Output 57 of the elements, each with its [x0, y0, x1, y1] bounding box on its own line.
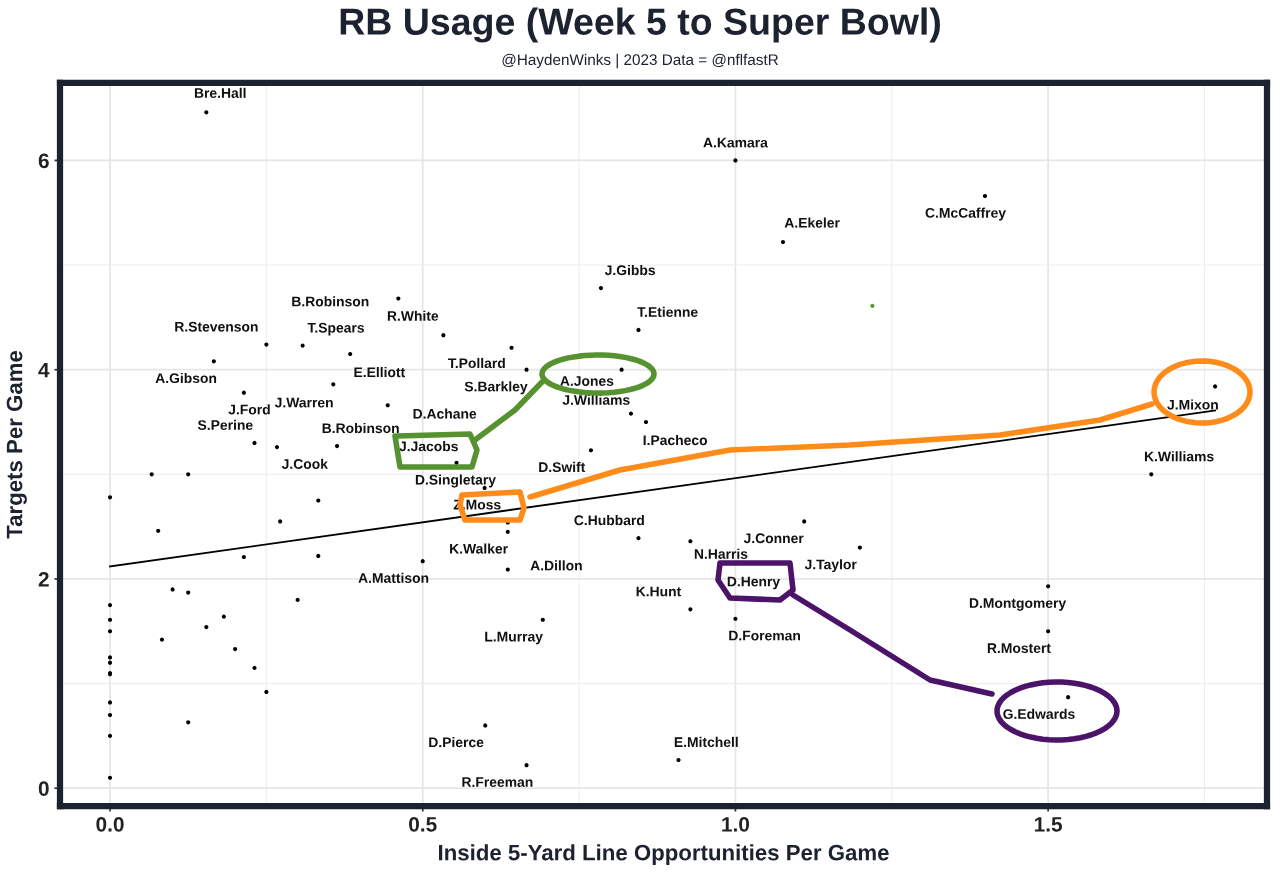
x-tick-label: 1.0: [722, 816, 750, 832]
annotation: S.Perine: [197, 419, 253, 430]
annotation: T.Spears: [307, 322, 364, 336]
x-tick-label: 0.0: [96, 816, 124, 832]
y-tick-label: 2: [38, 571, 49, 587]
annotation: J.Conner: [743, 533, 804, 544]
chart-title: RB Usage (Week 5 to Super Bowl): [340, 7, 940, 43]
annotation: T.Etienne: [637, 306, 698, 317]
y-tick-label: 6: [38, 153, 49, 169]
annotation: R.Mostert: [987, 643, 1051, 654]
x-tick-label: 0.5: [409, 816, 437, 832]
annotation: K.Walker: [450, 543, 508, 554]
annotation: J.Mixon: [1167, 399, 1218, 410]
annotation: K.Hunt: [636, 586, 682, 597]
y-tick-label: 4: [38, 362, 50, 378]
annotation: R.Stevenson: [175, 321, 258, 332]
annotation: R.Freeman: [462, 777, 533, 787]
annotation: D.Foreman: [729, 630, 800, 641]
annotation: A.Ekeler: [784, 217, 840, 228]
annotation: J.Jacobs: [399, 441, 458, 452]
annotation: A.Jones: [560, 376, 614, 386]
annotation: T.Pollard: [448, 357, 505, 369]
annotation: D.Henry: [727, 576, 781, 590]
annotation: J.Taylor: [804, 559, 857, 573]
annotation: D.Pierce: [429, 737, 484, 748]
annotation: A.Gibson: [155, 372, 217, 384]
annotation: A.Mattison: [358, 572, 429, 583]
chart-subtitle: @HaydenWinks | 2023 Data = @nflfastR: [502, 53, 779, 69]
annotation: G.Edwards: [1003, 708, 1075, 719]
annotation: C.Hubbard: [574, 515, 644, 526]
annotation: A.Dillon: [530, 560, 582, 571]
annotation: J.Warren: [274, 397, 333, 408]
annotation: J.Williams: [562, 394, 630, 405]
annotation: S.Barkley: [464, 381, 528, 395]
annotation: J.Gibbs: [604, 264, 656, 276]
annotation: D.Swift: [539, 461, 586, 473]
annotation: A.Kamara: [703, 137, 768, 148]
annotation: D.Singletary: [415, 474, 496, 488]
annotation: R.White: [387, 310, 439, 321]
x-tick-label: 1.5: [1034, 817, 1063, 832]
annotation: K.Williams: [1144, 451, 1214, 462]
annotation: D.Achane: [413, 408, 477, 419]
annotation: L.Murray: [485, 631, 543, 645]
x-axis-title: Inside 5-Yard Line Opportunities Per Game: [439, 844, 889, 865]
annotation: B.Robinson: [292, 296, 369, 307]
annotation: J.Ford: [228, 404, 270, 415]
annotation: D.Montgomery: [969, 598, 1067, 611]
annotation: I.Pacheco: [643, 434, 708, 446]
y-tick-label: 0: [38, 781, 49, 796]
annotation: J.Cook: [281, 458, 328, 469]
annotation: E.Mitchell: [674, 736, 738, 748]
y-axis-title: Targets Per Game: [6, 350, 27, 539]
annotation: N.Harris: [694, 548, 748, 559]
annotation: B.Robinson: [322, 422, 399, 434]
annotation: Bre.Hall: [194, 87, 246, 98]
annotation: C.McCaffrey: [925, 207, 1006, 221]
annotation: E.Elliott: [354, 366, 406, 378]
